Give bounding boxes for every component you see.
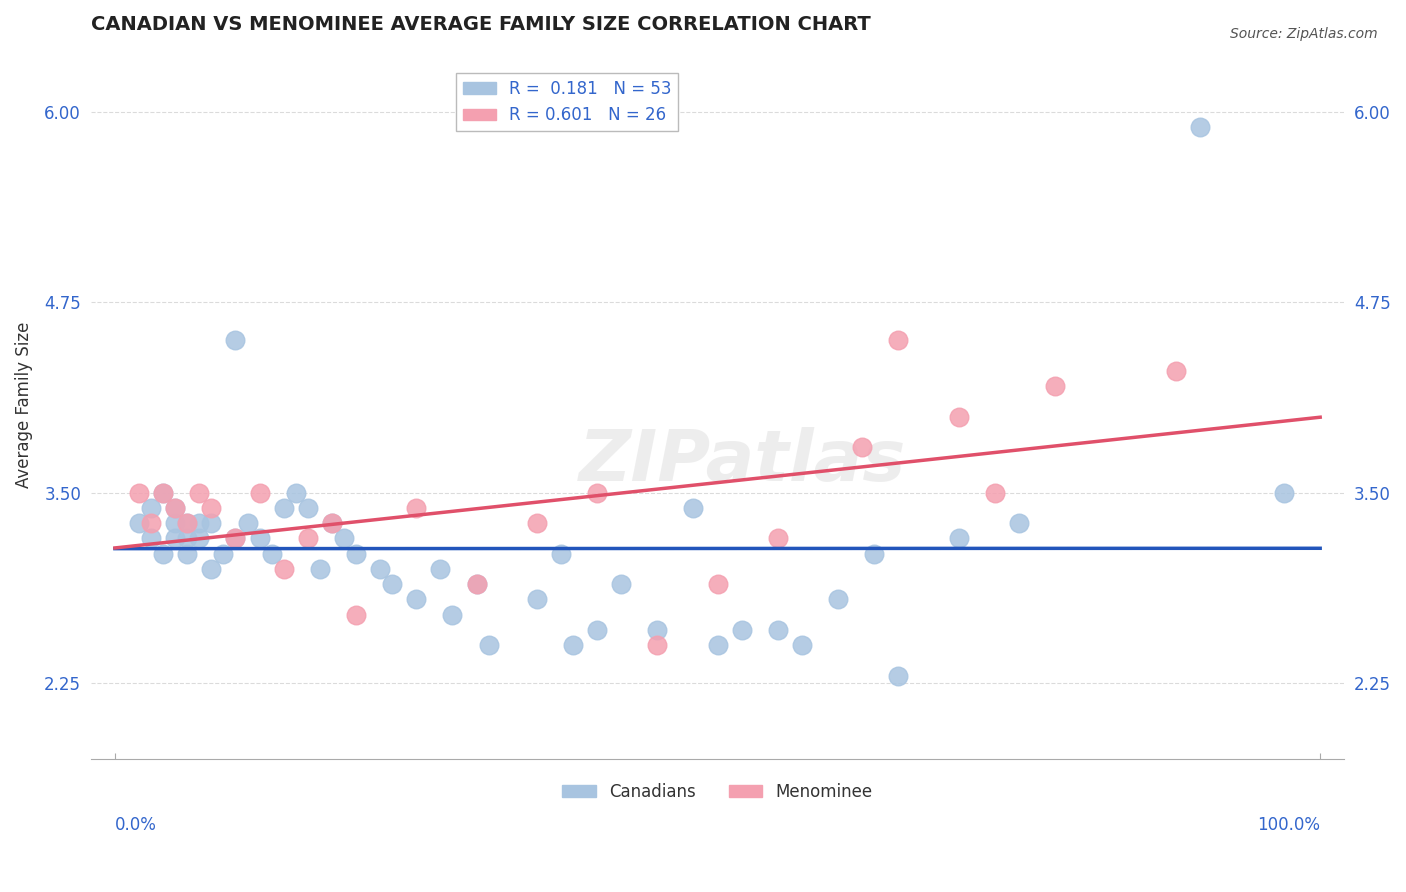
Canadians [706,638,728,652]
Menominee [344,607,367,622]
Menominee [887,334,910,348]
Canadians [730,623,752,637]
Menominee [984,485,1007,500]
Menominee [273,562,295,576]
Menominee [948,409,970,424]
Canadians [139,501,162,516]
Menominee [465,577,488,591]
Canadians [139,532,162,546]
Menominee [766,532,789,546]
Canadians [176,516,198,531]
Menominee [249,485,271,500]
Canadians [561,638,583,652]
Canadians [863,547,886,561]
Canadians [200,516,222,531]
Y-axis label: Average Family Size: Average Family Size [15,322,32,488]
Canadians [766,623,789,637]
Canadians [429,562,451,576]
Canadians [212,547,235,561]
Canadians [381,577,404,591]
Menominee [645,638,668,652]
Canadians [297,501,319,516]
Canadians [188,516,211,531]
Menominee [1043,379,1066,393]
Canadians [827,592,849,607]
Menominee [188,485,211,500]
Text: Source: ZipAtlas.com: Source: ZipAtlas.com [1230,27,1378,41]
Canadians [645,623,668,637]
Canadians [610,577,633,591]
Menominee [152,485,174,500]
Canadians [368,562,391,576]
Menominee [405,501,427,516]
Canadians [586,623,609,637]
Canadians [152,485,174,500]
Menominee [1164,364,1187,378]
Canadians [344,547,367,561]
Canadians [1272,485,1295,500]
Canadians [200,562,222,576]
Canadians [176,547,198,561]
Canadians [1188,120,1211,134]
Menominee [224,532,246,546]
Canadians [176,532,198,546]
Canadians [550,547,572,561]
Legend: Canadians, Menominee: Canadians, Menominee [555,776,880,808]
Canadians [333,532,356,546]
Text: 0.0%: 0.0% [115,816,157,834]
Menominee [176,516,198,531]
Menominee [526,516,548,531]
Canadians [682,501,704,516]
Canadians [405,592,427,607]
Text: CANADIAN VS MENOMINEE AVERAGE FAMILY SIZE CORRELATION CHART: CANADIAN VS MENOMINEE AVERAGE FAMILY SIZ… [91,15,870,34]
Text: ZIPatlas: ZIPatlas [579,427,907,496]
Canadians [526,592,548,607]
Menominee [321,516,343,531]
Menominee [851,440,873,454]
Canadians [152,547,174,561]
Menominee [165,501,187,516]
Menominee [200,501,222,516]
Canadians [260,547,283,561]
Canadians [948,532,970,546]
Canadians [188,532,211,546]
Canadians [465,577,488,591]
Menominee [586,485,609,500]
Canadians [321,516,343,531]
Canadians [790,638,813,652]
Canadians [887,668,910,682]
Canadians [165,501,187,516]
Canadians [165,532,187,546]
Canadians [249,532,271,546]
Canadians [308,562,330,576]
Menominee [706,577,728,591]
Canadians [273,501,295,516]
Canadians [224,532,246,546]
Canadians [236,516,259,531]
Canadians [224,334,246,348]
Canadians [128,516,150,531]
Menominee [128,485,150,500]
Canadians [1008,516,1031,531]
Canadians [165,516,187,531]
Text: 100.0%: 100.0% [1257,816,1320,834]
Menominee [297,532,319,546]
Canadians [284,485,307,500]
Menominee [139,516,162,531]
Canadians [477,638,499,652]
Canadians [441,607,464,622]
